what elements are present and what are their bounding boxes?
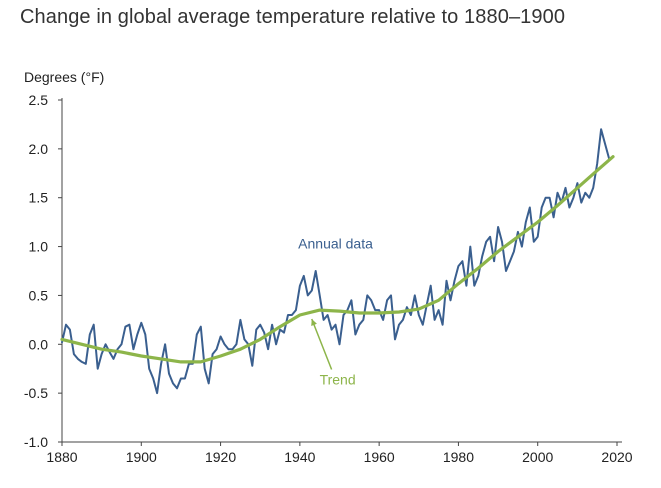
- y-tick-label: 2.5: [29, 92, 49, 108]
- y-ticks: 2.5 2.0 1.5 1.0 0.5 0.0 -0.5 -1.0: [24, 92, 62, 450]
- y-tick-label: 2.0: [29, 141, 49, 157]
- x-tick-label: 1900: [126, 449, 157, 465]
- x-ticks: 1880 1900 1920 1940 1960 1980 2000 2020: [46, 442, 633, 465]
- trend-arrow-shaft: [311, 318, 333, 370]
- chart-title: Change in global average temperature rel…: [20, 6, 566, 28]
- y-tick-label: -0.5: [24, 385, 48, 401]
- x-tick-label: 1960: [364, 449, 395, 465]
- series-annual-line: [61, 128, 611, 395]
- annotation-trend: Trend: [320, 372, 356, 388]
- x-tick-label: 2020: [601, 449, 632, 465]
- annotations: Annual data Trend: [298, 236, 373, 388]
- x-tick-label: 1880: [46, 449, 77, 465]
- y-tick-label: 1.0: [29, 239, 49, 255]
- axes: [61, 98, 622, 443]
- y-tick-label: 0.0: [29, 336, 49, 352]
- x-tick-label: 1940: [284, 449, 315, 465]
- x-tick-label: 1920: [205, 449, 236, 465]
- y-tick-label: -1.0: [24, 434, 48, 450]
- x-tick-label: 1980: [443, 449, 474, 465]
- annotation-annual-data: Annual data: [298, 236, 373, 252]
- trend-arrow-head: [311, 319, 317, 326]
- y-tick-label: 1.5: [29, 190, 49, 206]
- series-trend-line: [60, 155, 615, 364]
- y-axis-label: Degrees (°F): [24, 69, 104, 85]
- x-tick-label: 2000: [522, 449, 553, 465]
- y-tick-label: 0.5: [29, 287, 49, 303]
- series-group: [60, 128, 615, 395]
